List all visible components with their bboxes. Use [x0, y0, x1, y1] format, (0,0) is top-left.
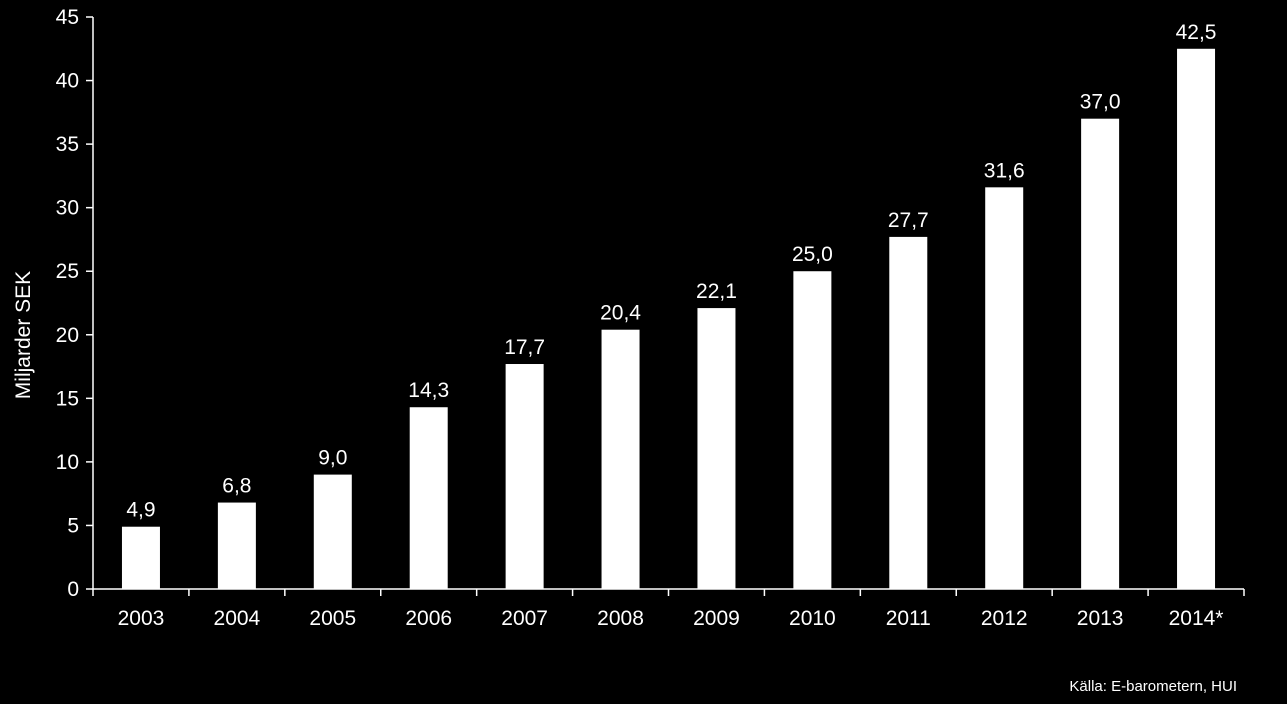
bar-2014: [1177, 48, 1216, 590]
x-tick-label: 2013: [1077, 607, 1124, 630]
y-axis-title: Miljarder SEK: [12, 271, 35, 399]
bar-2004: [217, 502, 256, 589]
data-label: 37,0: [1080, 91, 1121, 114]
data-label: 25,0: [792, 243, 833, 266]
y-tick-label: 30: [56, 197, 79, 220]
bar-2003: [121, 526, 160, 589]
data-label: 31,6: [984, 159, 1025, 182]
data-label: 20,4: [600, 302, 641, 325]
x-tick-label: 2007: [501, 607, 548, 630]
data-label: 9,0: [318, 447, 347, 470]
x-tick-label: 2014*: [1169, 607, 1224, 630]
y-tick-label: 0: [67, 578, 79, 601]
data-label: 17,7: [504, 336, 545, 359]
y-axis: 0 5 10 15 20 25 30 35 40 45: [56, 6, 94, 601]
x-tick-label: 2011: [886, 607, 931, 630]
bar-2011: [889, 236, 928, 589]
x-tick-label: 2009: [693, 607, 740, 630]
bar-2007: [505, 364, 544, 589]
x-tick-label: 2004: [214, 607, 261, 630]
bar-2009: [697, 308, 736, 589]
x-tick-label: 2010: [789, 607, 836, 630]
bar-2008: [601, 329, 640, 589]
y-tick-label: 10: [56, 451, 79, 474]
data-label: 42,5: [1176, 21, 1217, 44]
bar-2010: [793, 271, 832, 589]
x-axis: 2003 2004 2005 2006 2007 2008 2009 2010 2011 2012…: [92, 588, 1245, 630]
bars: [121, 48, 1216, 590]
y-tick-label: 15: [56, 387, 79, 410]
data-label: 27,7: [888, 209, 929, 232]
x-tick-label: 2008: [597, 607, 644, 630]
bar-2012: [985, 187, 1024, 589]
y-tick-label: 25: [56, 260, 79, 283]
bar-2013: [1081, 118, 1120, 589]
y-tick-label: 20: [56, 324, 79, 347]
data-label: 14,3: [408, 379, 449, 402]
data-label: 4,9: [126, 499, 155, 522]
y-tick-label: 5: [67, 514, 79, 537]
y-tick-label: 40: [56, 70, 79, 93]
x-tick-label: 2005: [309, 607, 356, 630]
y-tick-label: 45: [56, 6, 79, 29]
data-labels: 4,9 6,8 9,0 14,3 17,7 20,4 22,1 25,0 27,7 31,6 37,…: [126, 21, 1216, 522]
x-tick-label: 2012: [981, 607, 1028, 630]
y-tick-label: 35: [56, 133, 79, 156]
data-label: 6,8: [222, 475, 251, 498]
x-tick-label: 2003: [118, 607, 165, 630]
x-tick-label: 2006: [405, 607, 452, 630]
source-note: Källa: E-barometern, HUI: [1069, 678, 1237, 695]
data-label: 22,1: [696, 280, 737, 303]
bar-2006: [409, 407, 448, 589]
bar-2005: [313, 474, 352, 589]
